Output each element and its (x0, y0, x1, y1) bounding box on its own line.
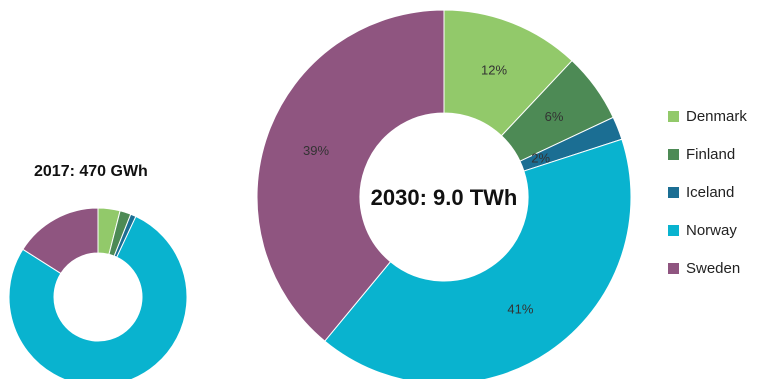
small-donut-slice-norway (8, 215, 188, 379)
large-donut-label-denmark: 12% (481, 63, 507, 78)
large-donut-label-finland: 6% (545, 109, 564, 124)
legend-label-norway: Norway (686, 221, 737, 239)
legend-label-iceland: Iceland (686, 183, 735, 201)
legend: Denmark Finland Iceland Norway Sweden (668, 97, 747, 287)
legend-swatch-norway (668, 224, 679, 236)
legend-item-denmark: Denmark (668, 97, 747, 135)
large-donut-title: 2030: 9.0 TWh (371, 185, 518, 210)
legend-label-sweden: Sweden (686, 259, 741, 277)
legend-swatch-iceland (668, 186, 679, 198)
legend-item-finland: Finland (668, 135, 747, 173)
legend-label-finland: Finland (686, 145, 736, 163)
large-donut-slice-sweden (256, 9, 445, 342)
small-donut-title: 2017: 470 GWh (34, 163, 148, 180)
large-donut: 12% 6% 2% 41% 39% 2030: 9.0 TWh (256, 9, 632, 379)
legend-item-norway: Norway (668, 211, 747, 249)
legend-swatch-sweden (668, 262, 679, 274)
large-donut-label-iceland: 2% (531, 151, 550, 166)
large-donut-label-norway: 41% (507, 301, 533, 316)
large-donut-slice-norway (324, 138, 632, 379)
large-donut-label-sweden: 39% (303, 143, 329, 158)
legend-label-denmark: Denmark (686, 107, 747, 125)
legend-swatch-finland (668, 148, 679, 160)
legend-item-iceland: Iceland (668, 173, 747, 211)
legend-item-sweden: Sweden (668, 249, 747, 287)
small-donut-slice-sweden (22, 207, 99, 275)
legend-swatch-denmark (668, 110, 679, 122)
small-donut (8, 207, 188, 379)
